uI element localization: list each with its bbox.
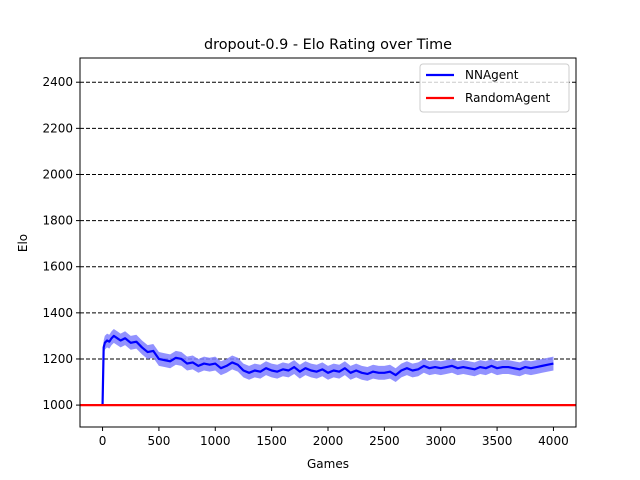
y-tick-label: 2200 xyxy=(42,121,73,135)
y-axis-label: Elo xyxy=(16,234,30,252)
x-tick-label: 2000 xyxy=(313,434,344,448)
x-axis-ticks: 0 500 1000 1500 2000 2500 3000 3500 4000 xyxy=(99,427,569,448)
x-tick-label: 1500 xyxy=(256,434,287,448)
x-tick-label: 0 xyxy=(99,434,107,448)
y-tick-label: 1400 xyxy=(42,306,73,320)
x-tick-label: 2500 xyxy=(369,434,400,448)
y-tick-label: 1800 xyxy=(42,214,73,228)
plot-series xyxy=(80,328,576,407)
x-tick-label: 3000 xyxy=(425,434,456,448)
y-tick-label: 1000 xyxy=(42,398,73,412)
y-tick-label: 2400 xyxy=(42,75,73,89)
x-tick-label: 4000 xyxy=(538,434,569,448)
y-tick-label: 1600 xyxy=(42,260,73,274)
x-axis-label: Games xyxy=(307,457,349,471)
chart-title: dropout-0.9 - Elo Rating over Time xyxy=(204,37,452,53)
y-tick-label: 2000 xyxy=(42,167,73,181)
legend-label-nnagent: NNAgent xyxy=(465,68,519,82)
series-line-nnagent xyxy=(101,334,554,406)
nnagent-confidence-band xyxy=(102,328,554,406)
x-tick-label: 500 xyxy=(147,434,170,448)
y-axis-ticks: 1000 1200 1400 1600 1800 2000 2200 2400 xyxy=(42,75,80,412)
legend: NNAgent RandomAgent xyxy=(419,63,570,113)
x-tick-label: 3500 xyxy=(482,434,513,448)
x-tick-label: 1000 xyxy=(200,434,231,448)
y-tick-label: 1200 xyxy=(42,352,73,366)
legend-label-randomagent: RandomAgent xyxy=(465,91,550,105)
legend-box xyxy=(419,63,570,113)
